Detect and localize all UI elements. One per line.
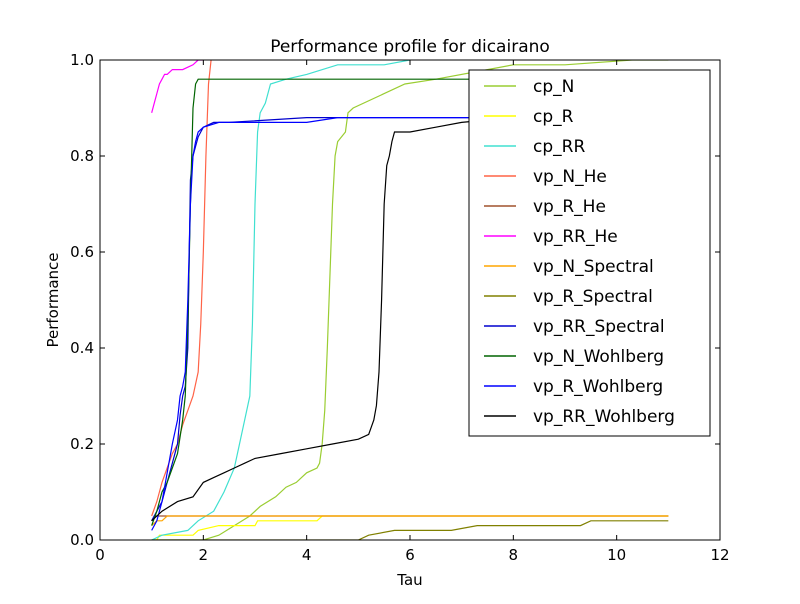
x-tick-label: 4	[302, 546, 312, 564]
series-line-vp-rr-he	[151, 60, 204, 113]
legend-label-vp-rr-wohlberg: vp_RR_Wohlberg	[533, 407, 675, 427]
series-line-vp-n-he	[151, 60, 212, 517]
series-group	[151, 60, 669, 540]
y-tick-label: 0.6	[70, 243, 94, 261]
legend-label-vp-r-spectral: vp_R_Spectral	[533, 287, 653, 307]
series-line-cp-rr	[151, 60, 411, 540]
chart-title: Performance profile for dicairano	[270, 37, 550, 57]
legend-label-cp-r: cp_R	[533, 107, 574, 127]
x-axis-label: Tau	[396, 571, 422, 589]
x-tick-label: 12	[710, 546, 729, 564]
y-tick-label: 1.0	[70, 51, 94, 69]
x-tick-label: 8	[509, 546, 519, 564]
legend-frame	[468, 69, 711, 437]
legend-label-cp-n: cp_N	[533, 77, 574, 97]
legend-label-vp-rr-he: vp_RR_He	[533, 227, 618, 247]
y-tick-label: 0.0	[70, 531, 94, 549]
legend-label-vp-n-wohlberg: vp_N_Wohlberg	[533, 347, 664, 367]
axis-ticks: 0 2 4 6 8 10 12 0.0 0.2 0.4 0.6 0.8 1.0	[70, 51, 729, 564]
x-tick-label: 2	[199, 546, 209, 564]
legend-label-vp-n-spectral: vp_N_Spectral	[533, 257, 654, 277]
legend-label-vp-n-he: vp_N_He	[533, 167, 607, 187]
x-tick-label: 6	[405, 546, 415, 564]
y-axis-label: Performance	[44, 252, 62, 347]
legend-label-vp-r-he: vp_R_He	[533, 197, 606, 217]
x-tick-label: 10	[607, 546, 626, 564]
legend-label-vp-rr-spectral: vp_RR_Spectral	[533, 317, 665, 337]
legend-label-cp-rr: cp_RR	[533, 137, 585, 157]
plot-area: 0 2 4 6 8 10 12 0.0 0.2 0.4 0.6 0.8 1.0	[70, 51, 729, 564]
legend-label-vp-r-wohlberg: vp_R_Wohlberg	[533, 377, 663, 397]
y-tick-label: 0.4	[70, 339, 94, 357]
series-line-vp-r-wohlberg	[151, 116, 669, 531]
series-line-cp-n	[151, 60, 669, 540]
y-tick-label: 0.8	[70, 147, 94, 165]
legend: cp_N cp_R cp_RR vp_N_He vp_R_He vp_RR_He vp_N_…	[468, 69, 711, 437]
legend-items: cp_N cp_R cp_RR vp_N_He vp_R_He vp_RR_He vp_N_…	[484, 77, 675, 427]
series-line-vp-n-spectral	[151, 515, 669, 527]
y-tick-label: 0.2	[70, 435, 94, 453]
series-line-vp-r-spectral	[151, 520, 669, 540]
series-line-vp-rr-wohlberg	[151, 116, 669, 522]
x-tick-label: 0	[95, 546, 105, 564]
